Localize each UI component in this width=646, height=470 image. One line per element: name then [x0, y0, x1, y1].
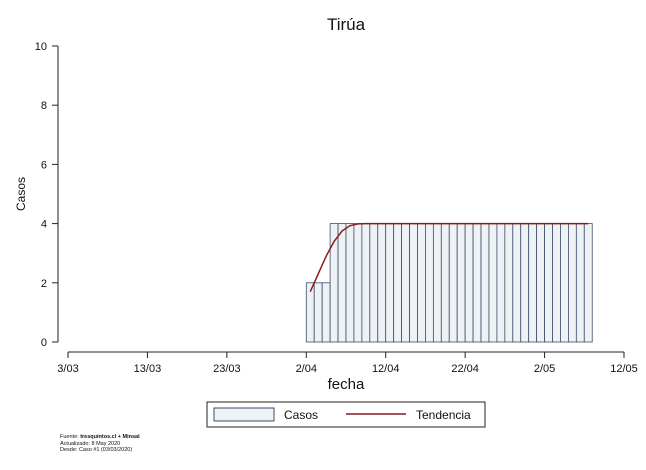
bar-2-04: [305, 282, 315, 343]
y-tick-label: 2: [41, 278, 47, 290]
footer-since: Desde: Caso #1 (03/03/2020): [60, 447, 133, 453]
bar-3-04: [313, 282, 323, 343]
y-tick-label: 10: [35, 41, 47, 53]
bar-2-05: [544, 223, 553, 343]
bar-4-04: [321, 282, 331, 343]
bar-16-04: [417, 223, 426, 343]
bar-14-04: [401, 223, 410, 343]
x-tick-label: 3/03: [57, 363, 78, 375]
bar-27-04: [504, 223, 514, 343]
bar-26-04: [496, 223, 506, 343]
bar-20-04: [448, 223, 458, 343]
y-tick-label: 8: [41, 100, 47, 112]
x-axis-label: fecha: [328, 376, 365, 393]
bar-11-04: [377, 223, 387, 343]
x-ticks: 3/03 13/03 23/03 2/04 12/04 22/04 2/05 12/05: [57, 352, 638, 375]
bar-28-04: [512, 223, 522, 343]
bar-12-04: [385, 223, 395, 343]
footer-notes: Fuente: tresquintos.cl + Minsal Actualiz…: [60, 434, 140, 454]
trend-line: [309, 222, 589, 292]
bar-24-04: [480, 223, 490, 343]
bar-7-05: [583, 223, 593, 343]
bar-15-04: [409, 223, 418, 343]
bar-18-04: [432, 223, 442, 343]
legend-label-casos: Casos: [284, 408, 318, 422]
chart-title: Tirúa: [327, 15, 366, 34]
bar-7-04: [345, 223, 355, 343]
bar-6-04: [337, 223, 347, 343]
x-tick-label: 2/04: [296, 363, 317, 375]
x-tick-label: 13/03: [134, 363, 162, 375]
bar-22-04: [464, 223, 474, 343]
bar-25-04: [488, 223, 498, 343]
y-ticks: 0 2 4 6 8 10: [35, 41, 58, 349]
bar-9-04: [361, 223, 371, 343]
bar-5-05: [568, 223, 577, 343]
bar-4-05: [560, 223, 569, 343]
legend-swatch-casos: [213, 407, 275, 422]
bar-23-04: [472, 223, 482, 343]
legend: Casos Tendencia: [206, 401, 486, 428]
y-tick-label: 4: [41, 219, 47, 231]
legend-label-tendencia: Tendencia: [416, 408, 471, 422]
x-tick-label: 22/04: [451, 363, 479, 375]
bar-10-04: [369, 223, 379, 343]
bar-17-04: [425, 223, 434, 343]
footer-source: Fuente: tresquintos.cl + Minsal: [60, 434, 140, 440]
x-tick-label: 12/04: [372, 363, 400, 375]
bar-13-04: [393, 223, 402, 343]
bar-1-05: [536, 223, 545, 343]
bar-29-04: [520, 223, 530, 343]
x-tick-label: 12/05: [610, 363, 638, 375]
footer-updated: Actualizado: 8 May 2020: [60, 440, 121, 447]
bar-21-04: [456, 223, 466, 343]
y-axis-label: Casos: [14, 177, 28, 211]
y-tick-label: 0: [41, 337, 47, 349]
bar-6-05: [575, 223, 585, 343]
bar-19-04: [440, 223, 450, 343]
bar-3-05: [552, 223, 561, 343]
y-tick-label: 6: [41, 159, 47, 171]
x-tick-label: 2/05: [534, 363, 555, 375]
x-tick-label: 23/03: [213, 363, 241, 375]
bar-30-04: [528, 223, 538, 343]
bar-8-04: [353, 223, 363, 343]
bar-group: [305, 223, 593, 343]
